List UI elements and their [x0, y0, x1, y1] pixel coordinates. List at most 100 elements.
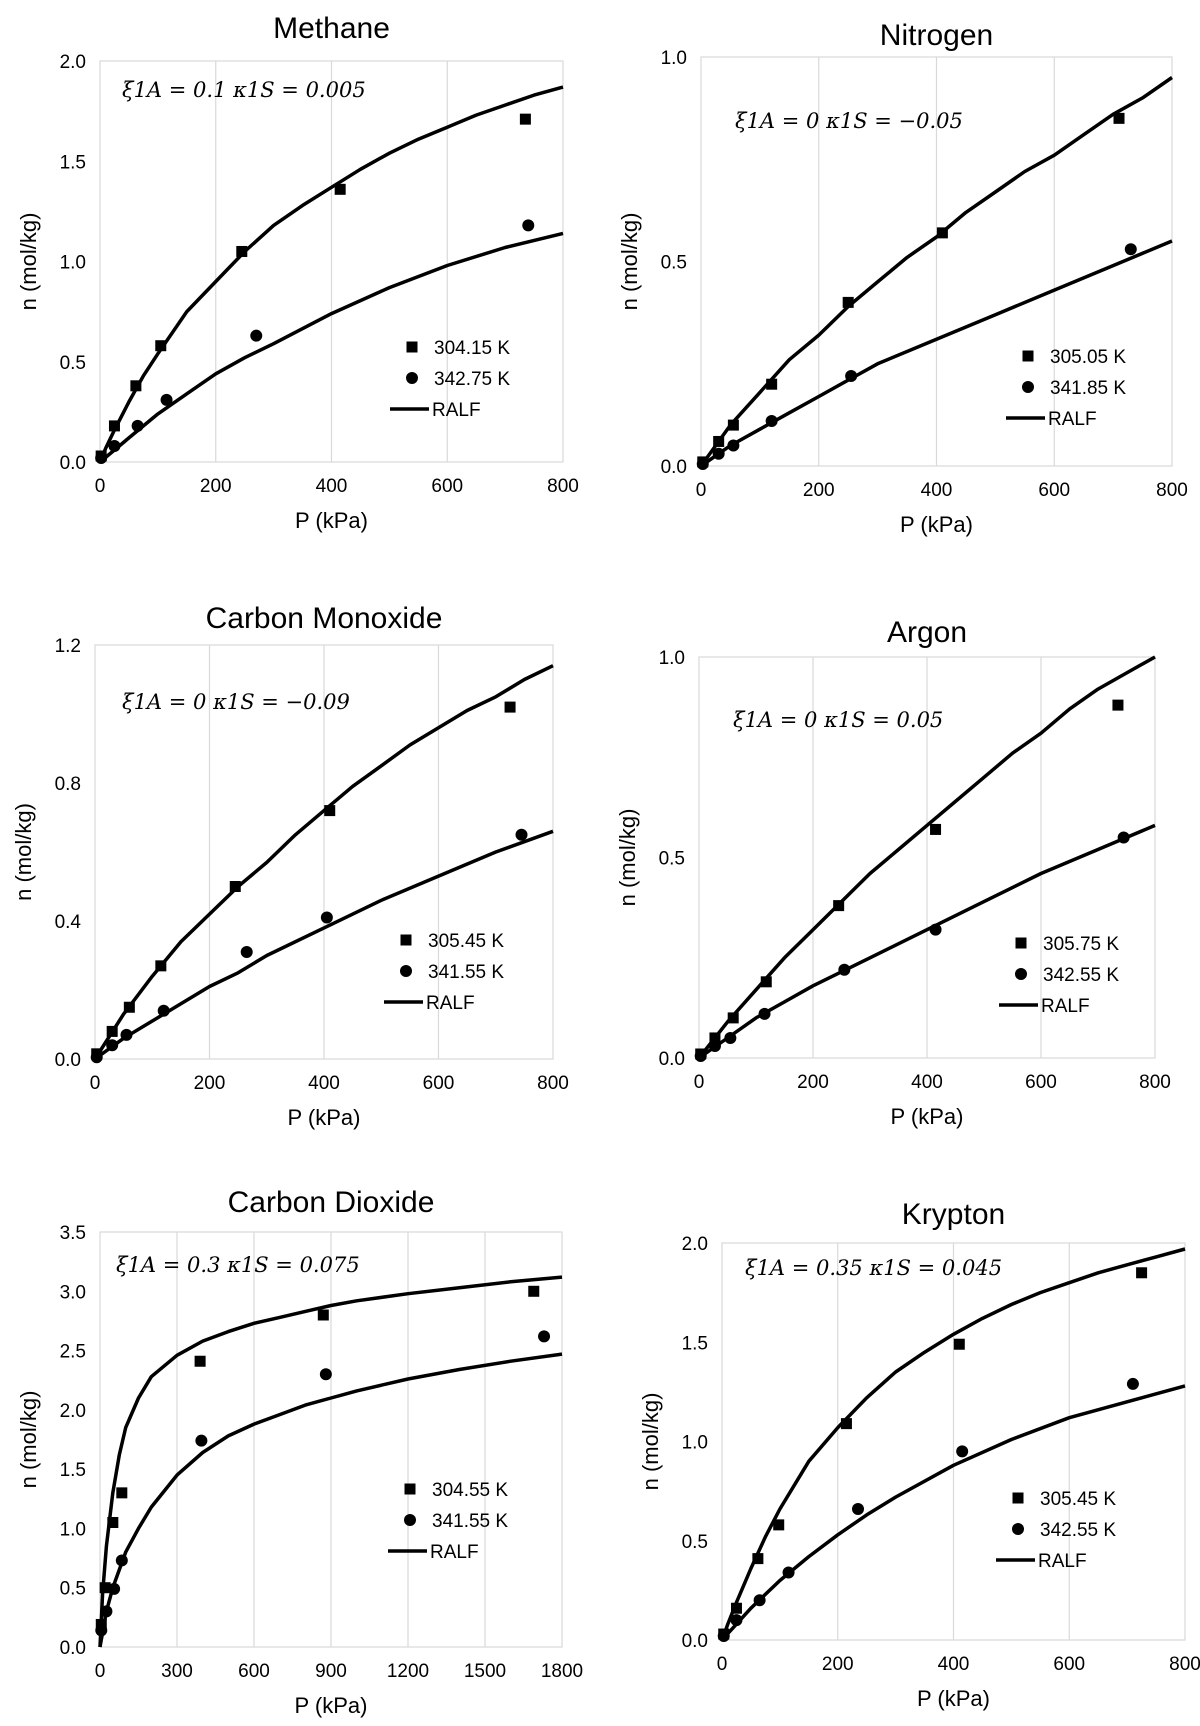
circle-data-point — [956, 1445, 969, 1458]
x-tick-label: 0 — [717, 1654, 728, 1675]
data-series — [90, 828, 528, 1064]
legend: 305.75 K 342.55 K RALF — [999, 934, 1119, 1017]
circle-data-point — [131, 419, 144, 432]
legend-label: 341.55 K — [428, 962, 504, 983]
legend: 305.45 K 341.55 K RALF — [384, 931, 504, 1014]
y-tick-label: 0.8 — [55, 774, 81, 795]
x-tick-label: 0 — [95, 1661, 106, 1682]
square-data-point — [504, 701, 516, 713]
square-data-point — [709, 1032, 721, 1044]
square-data-point — [236, 245, 248, 257]
y-tick-label: 0.5 — [659, 849, 685, 870]
square-data-point — [107, 1517, 119, 1528]
y-tick-label: 0.5 — [682, 1532, 708, 1553]
legend-label: 305.05 K — [1050, 347, 1126, 368]
legend-label: RALF — [1041, 996, 1090, 1017]
chart-panel: Carbon Dioxide 0 300 600 900 1200 1500 1800 0.0 0… — [16, 1186, 583, 1718]
x-tick-label: 400 — [911, 1072, 943, 1093]
x-tick-label: 600 — [431, 476, 463, 497]
circle-data-point — [240, 946, 253, 959]
circle-data-point — [712, 447, 725, 460]
data-series — [95, 1330, 551, 1637]
circle-data-point — [1117, 831, 1130, 844]
x-tick-label: 800 — [537, 1073, 569, 1094]
square-data-point — [1136, 1267, 1148, 1279]
x-tick-label: 1800 — [541, 1661, 583, 1682]
x-tick-label: 800 — [1156, 480, 1188, 501]
square-data-point — [752, 1553, 764, 1565]
data-series — [95, 219, 535, 464]
y-axis-label: n (mol/kg) — [615, 809, 640, 907]
legend-marker — [404, 1483, 416, 1495]
x-axis-label: P (kPa) — [891, 1104, 964, 1129]
y-axis-label: n (mol/kg) — [16, 1391, 41, 1489]
circle-data-point — [319, 1368, 332, 1381]
circle-data-point — [838, 963, 851, 976]
x-tick-label: 600 — [423, 1073, 455, 1094]
ralf-fit-line — [93, 829, 554, 1061]
legend-label: RALF — [432, 400, 481, 421]
legend-label: RALF — [426, 993, 475, 1014]
data-series — [696, 243, 1137, 470]
x-axis-label: P (kPa) — [917, 1686, 990, 1711]
square-data-point — [130, 380, 142, 392]
x-tick-label: 800 — [1139, 1072, 1171, 1093]
x-tick-label: 200 — [822, 1654, 854, 1675]
x-tick-label: 900 — [315, 1661, 347, 1682]
x-tick-label: 0 — [694, 1072, 705, 1093]
legend-marker — [1015, 968, 1027, 980]
y-tick-label: 2.0 — [682, 1234, 708, 1255]
square-data-point — [99, 1582, 111, 1594]
x-axis-label: P (kPa) — [295, 1693, 368, 1718]
circle-data-point — [157, 1004, 170, 1017]
y-tick-label: 1.2 — [55, 636, 81, 657]
square-data-point — [1112, 699, 1124, 711]
x-tick-label: 1200 — [387, 1661, 429, 1682]
legend-label: RALF — [1048, 409, 1097, 430]
ralf-fit-line — [720, 1384, 1186, 1642]
circle-data-point — [100, 1605, 113, 1618]
legend-marker — [1012, 1523, 1024, 1535]
legend-label: 305.75 K — [1043, 934, 1119, 955]
y-tick-label: 0.5 — [60, 1579, 86, 1600]
data-series — [95, 1285, 540, 1630]
circle-data-point — [1126, 1377, 1139, 1390]
x-tick-label: 0 — [90, 1073, 101, 1094]
y-tick-label: 1.5 — [682, 1333, 708, 1354]
x-tick-label: 400 — [316, 476, 348, 497]
chart-panel: Krypton 0 200 400 600 800 0.0 0.5 1.0 1.5 2.0 P (kP… — [638, 1198, 1200, 1711]
y-tick-label: 1.0 — [659, 648, 685, 669]
legend-label: 342.75 K — [434, 369, 510, 390]
data-series — [694, 831, 1130, 1062]
square-data-point — [528, 1285, 540, 1297]
y-tick-label: 1.0 — [60, 253, 86, 274]
square-data-point — [317, 1309, 329, 1321]
x-tick-label: 200 — [194, 1073, 226, 1094]
y-tick-label: 1.5 — [60, 152, 86, 173]
square-data-point — [155, 960, 167, 972]
circle-data-point — [115, 1554, 128, 1567]
square-data-point — [334, 183, 346, 195]
data-series — [717, 1377, 1139, 1643]
legend-label: RALF — [430, 1542, 479, 1563]
y-tick-label: 0.0 — [60, 453, 86, 474]
circle-data-point — [717, 1630, 730, 1643]
y-tick-label: 0.5 — [60, 353, 86, 374]
legend-marker — [1022, 350, 1034, 362]
x-tick-label: 600 — [1038, 480, 1070, 501]
y-tick-label: 2.5 — [60, 1342, 86, 1363]
x-tick-label: 600 — [238, 1661, 270, 1682]
legend-marker — [1012, 1492, 1024, 1504]
circle-data-point — [765, 415, 778, 428]
y-axis-label: n (mol/kg) — [11, 803, 36, 901]
chart-title: Argon — [887, 616, 967, 649]
x-tick-label: 1500 — [464, 1661, 506, 1682]
legend-marker — [406, 372, 418, 384]
chart-panel: Nitrogen 0 200 400 600 800 0.0 0.5 1.0 P (kPa) n (… — [617, 19, 1188, 537]
legend-marker — [406, 341, 418, 353]
y-tick-label: 1.0 — [60, 1519, 86, 1540]
legend-marker — [1022, 381, 1034, 393]
chart-title: Methane — [273, 12, 390, 45]
legend-label: RALF — [1038, 1551, 1087, 1572]
x-tick-label: 800 — [547, 476, 579, 497]
